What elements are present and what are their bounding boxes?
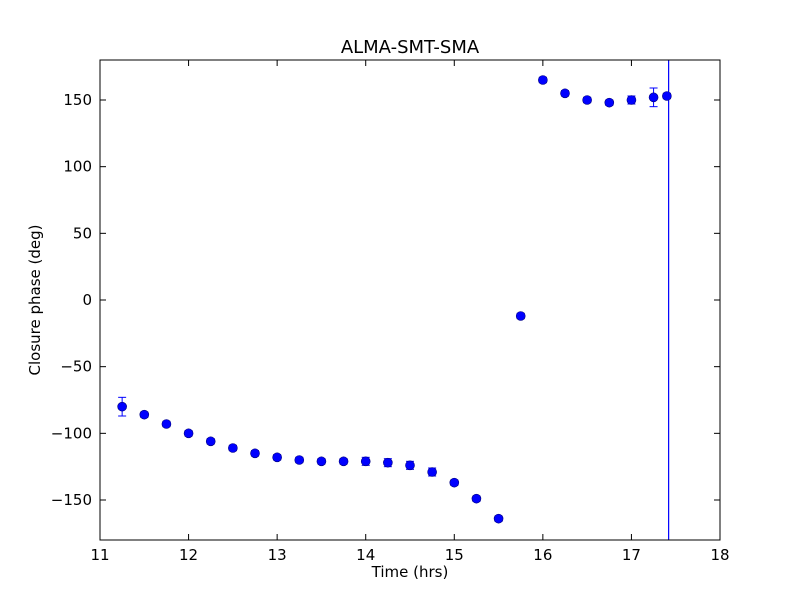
y-axis-label: Closure phase (deg) xyxy=(26,225,44,376)
data-point xyxy=(383,457,393,468)
x-axis-label: Time (hrs) xyxy=(371,563,449,581)
data-point xyxy=(648,92,659,103)
data-point xyxy=(582,95,592,105)
data-point xyxy=(139,409,150,420)
data-point xyxy=(471,493,482,504)
data-point xyxy=(560,88,570,99)
data-point xyxy=(228,443,238,453)
data-point xyxy=(316,456,327,467)
data-point xyxy=(205,436,216,447)
y-tick-label: 100 xyxy=(63,158,92,176)
data-point xyxy=(493,513,504,524)
y-axis-ticks: −150 −100 −50 0 50 100 150 xyxy=(51,91,720,509)
x-tick-label: 16 xyxy=(533,546,552,564)
data-point xyxy=(626,95,637,105)
x-tick-label: 17 xyxy=(622,546,641,564)
data-point xyxy=(405,460,415,471)
x-axis-ticks: 11 12 13 14 15 16 17 18 xyxy=(90,60,730,564)
data-point xyxy=(449,477,460,488)
x-tick-label: 15 xyxy=(445,546,464,564)
plot-frame xyxy=(99,59,721,541)
x-tick-label: 14 xyxy=(356,546,375,564)
data-point xyxy=(360,456,371,467)
y-tick-label: −100 xyxy=(51,424,92,442)
data-point xyxy=(272,452,282,463)
data-point xyxy=(515,311,526,321)
y-tick-label: 50 xyxy=(73,224,92,242)
y-tick-label: −50 xyxy=(60,358,92,376)
data-point xyxy=(427,467,437,477)
data-point xyxy=(161,419,172,429)
data-points xyxy=(117,75,672,524)
x-tick-label: 13 xyxy=(268,546,287,564)
data-point xyxy=(338,456,349,467)
x-tick-label: 18 xyxy=(710,546,729,564)
data-point xyxy=(250,448,260,459)
y-tick-label: −150 xyxy=(51,491,92,509)
y-tick-label: 0 xyxy=(82,291,92,309)
data-point xyxy=(604,97,615,108)
data-point xyxy=(117,401,127,412)
x-tick-label: 11 xyxy=(90,546,109,564)
y-tick-label: 150 xyxy=(63,91,92,109)
data-point xyxy=(662,91,672,101)
chart-title: ALMA-SMT-SMA xyxy=(341,37,480,58)
data-point xyxy=(538,75,548,85)
x-tick-label: 12 xyxy=(179,546,198,564)
data-point xyxy=(294,455,305,465)
data-point xyxy=(183,428,194,439)
